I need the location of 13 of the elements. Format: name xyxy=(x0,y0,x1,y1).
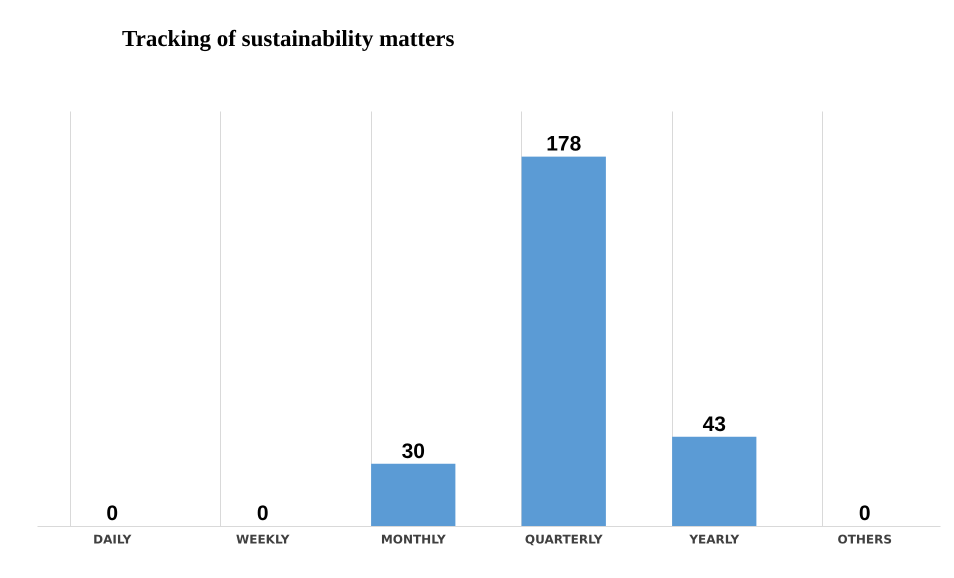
x-tick-label: WEEKLY xyxy=(236,532,290,546)
x-tick-label: QUARTERLY xyxy=(524,532,603,546)
data-label: 178 xyxy=(546,132,582,156)
data-label: 0 xyxy=(858,502,871,525)
x-tick-label: MONTHLY xyxy=(380,532,446,546)
data-label: 0 xyxy=(106,502,118,525)
data-label: 43 xyxy=(702,412,726,436)
data-label: 30 xyxy=(402,440,425,463)
data-label: 0 xyxy=(256,502,269,525)
x-tick-label: OTHERS xyxy=(837,532,892,546)
x-tick-label: DAILY xyxy=(93,532,132,546)
chart-title: Tracking of sustainability matters xyxy=(122,26,454,52)
x-tick-label: YEARLY xyxy=(688,532,740,546)
